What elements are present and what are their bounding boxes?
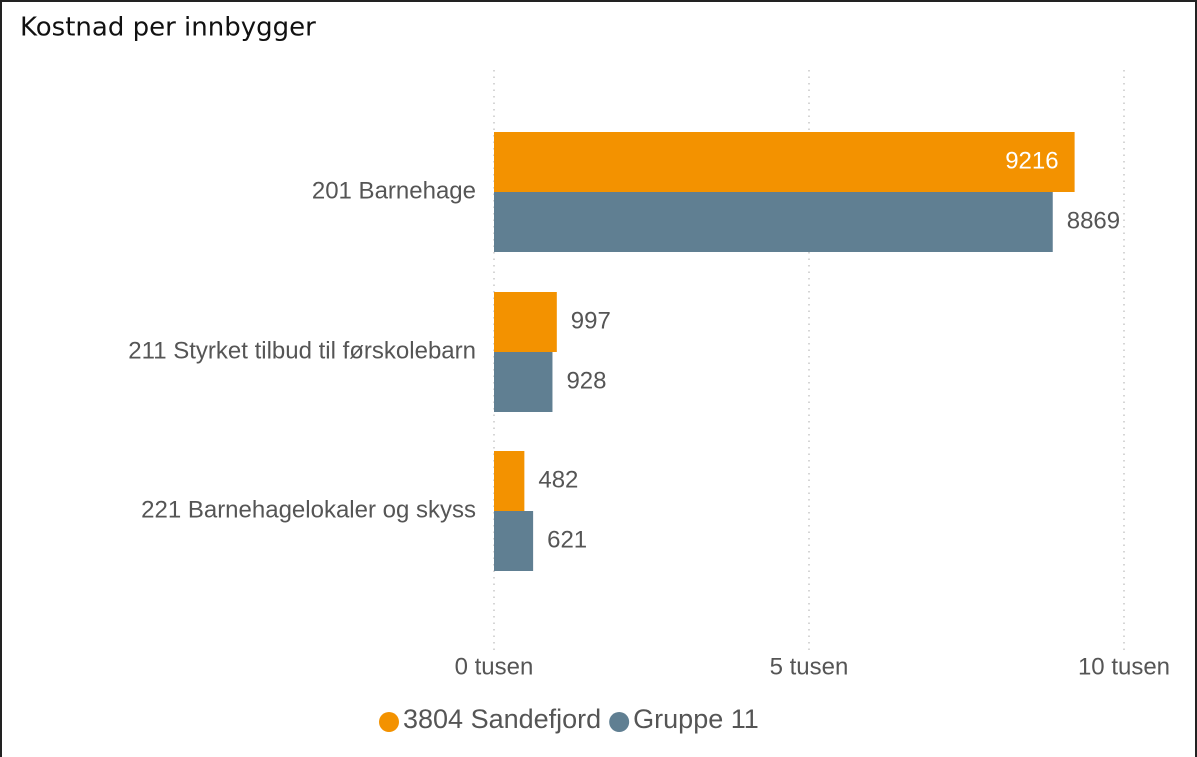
x-tick-label: 0 tusen: [455, 653, 534, 680]
legend-swatch: [609, 712, 630, 732]
y-tick-label: 211 Styrket tilbud til førskolebarn: [128, 337, 476, 364]
bar: [494, 292, 557, 352]
legend-label: Gruppe 11: [633, 704, 759, 734]
data-label: 928: [566, 367, 606, 394]
bar: [494, 511, 534, 571]
bar: [494, 352, 553, 412]
data-label: 482: [538, 466, 578, 493]
bar: [494, 451, 525, 511]
x-tick-label: 5 tusen: [770, 653, 849, 680]
y-tick-label: 201 Barnehage: [312, 177, 476, 204]
data-label: 621: [547, 526, 587, 553]
data-label: 997: [571, 307, 611, 334]
chart-title: Kostnad per innbygger: [20, 13, 316, 43]
bar: [494, 132, 1075, 192]
y-tick-label: 221 Barnehagelokaler og skyss: [141, 496, 476, 523]
data-label: 8869: [1067, 207, 1120, 234]
x-tick-label: 10 tusen: [1078, 653, 1170, 680]
legend-label: 3804 Sandefjord: [403, 704, 601, 734]
bar: [494, 192, 1053, 252]
data-label: 9216: [1005, 147, 1058, 174]
legend-swatch: [379, 712, 399, 732]
